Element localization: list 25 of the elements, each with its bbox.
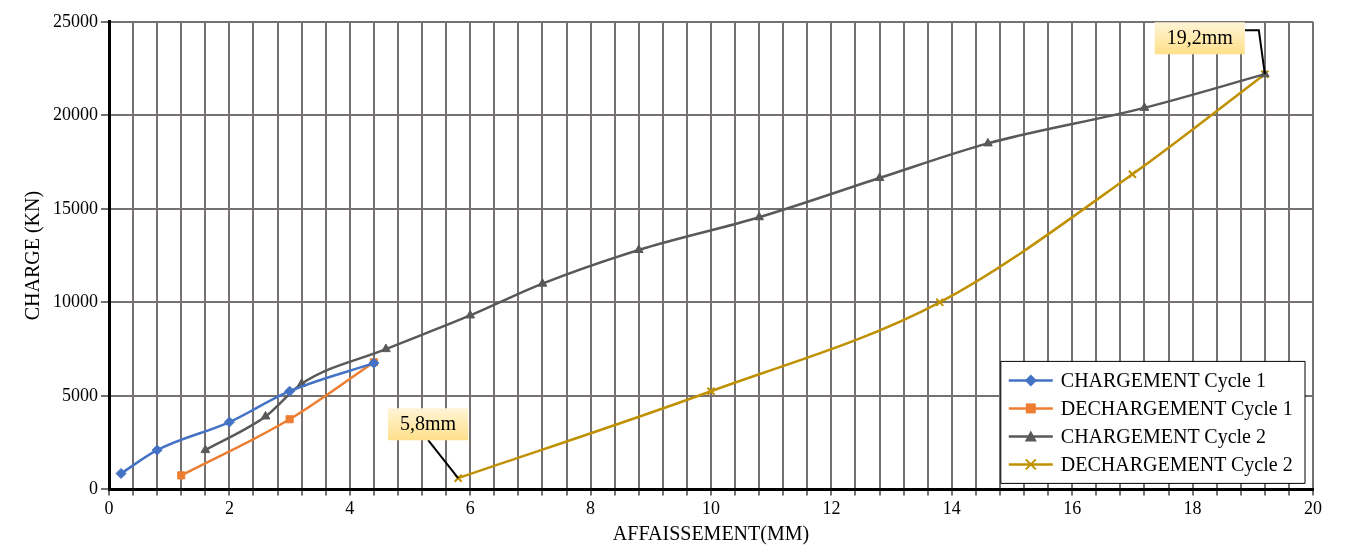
legend-label: CHARGEMENT Cycle 1 [1060, 368, 1266, 392]
x-tick-label: 20 [1304, 497, 1322, 518]
x-tick-label: 16 [1063, 497, 1082, 518]
legend-label: DECHARGEMENT Cycle 1 [1060, 396, 1293, 420]
y-tick-label: 0 [89, 478, 98, 499]
annotation: 19,2mm [1166, 26, 1234, 49]
x-tick-label: 12 [822, 497, 841, 518]
y-tick-label: 5000 [62, 384, 98, 405]
y-tick-label: 10000 [53, 291, 98, 312]
x-axis-title: AFFAISSEMENT(MM) [612, 522, 810, 546]
x-tick-label: 4 [345, 497, 355, 518]
x-tick-label: 8 [586, 497, 596, 518]
annotation: 5,8mm [400, 412, 457, 435]
y-axis-title: CHARGE (KN) [21, 190, 45, 321]
x-tick-label: 18 [1183, 497, 1202, 518]
x-tick-label: 0 [104, 497, 114, 518]
x-tick-label: 6 [465, 497, 475, 518]
y-tick-label: 15000 [53, 197, 98, 218]
y-tick-label: 20000 [53, 104, 98, 125]
y-tick-label: 25000 [53, 10, 98, 31]
legend-label: CHARGEMENT Cycle 2 [1060, 424, 1266, 448]
x-tick-label: 10 [702, 497, 720, 518]
legend-label: DECHARGEMENT Cycle 2 [1060, 452, 1293, 476]
x-tick-label: 2 [224, 497, 234, 518]
x-tick-label: 14 [942, 497, 961, 518]
